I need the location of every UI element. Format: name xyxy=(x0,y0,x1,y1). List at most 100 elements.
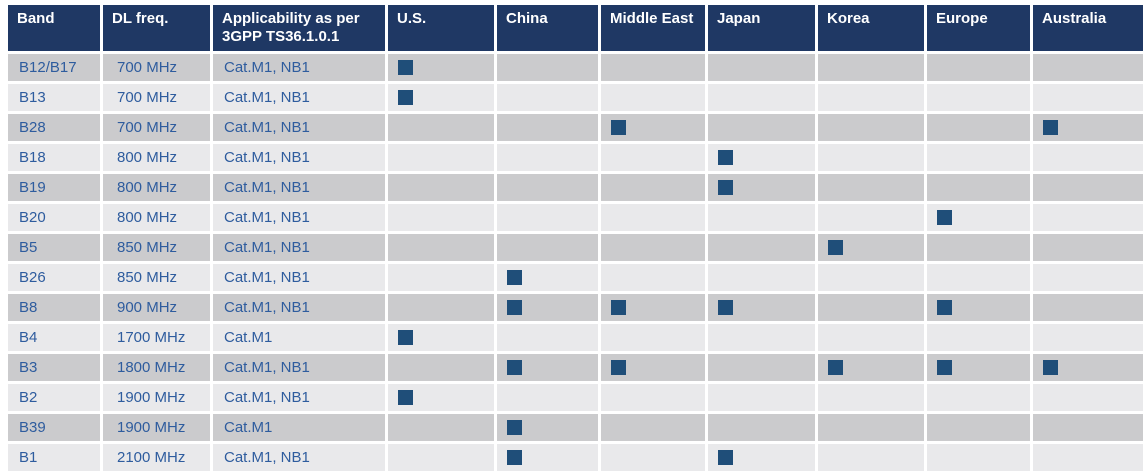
region-cell-australia xyxy=(1033,174,1143,201)
region-cell-middle-east xyxy=(601,54,705,81)
table-row: B12/B17 700 MHz Cat.M1, NB1 xyxy=(8,54,1143,81)
column-header-u-s: U.S. xyxy=(388,5,494,51)
region-cell-middle-east xyxy=(601,114,705,141)
band-cell: B4 xyxy=(8,324,100,351)
region-cell-china xyxy=(497,144,598,171)
region-cell-china xyxy=(497,384,598,411)
region-cell-korea xyxy=(818,204,924,231)
region-cell-u-s xyxy=(388,144,494,171)
region-cell-korea xyxy=(818,114,924,141)
applicability-cell: Cat.M1, NB1 xyxy=(213,204,385,231)
applicability-marker xyxy=(828,360,843,375)
band-cell: B13 xyxy=(8,84,100,111)
region-cell-japan xyxy=(708,144,815,171)
region-cell-middle-east xyxy=(601,204,705,231)
region-cell-u-s xyxy=(388,294,494,321)
dl-freq-cell: 2100 MHz xyxy=(103,444,210,471)
column-header-middle-east: Middle East xyxy=(601,5,705,51)
region-cell-europe xyxy=(927,444,1030,471)
region-cell-australia xyxy=(1033,114,1143,141)
region-cell-australia xyxy=(1033,354,1143,381)
region-cell-australia xyxy=(1033,444,1143,471)
region-cell-europe xyxy=(927,54,1030,81)
region-cell-china xyxy=(497,174,598,201)
band-cell: B1 xyxy=(8,444,100,471)
region-cell-china xyxy=(497,84,598,111)
dl-freq-cell: 700 MHz xyxy=(103,54,210,81)
region-cell-japan xyxy=(708,444,815,471)
band-cell: B20 xyxy=(8,204,100,231)
region-cell-japan xyxy=(708,204,815,231)
dl-freq-cell: 800 MHz xyxy=(103,144,210,171)
table-row: B1 2100 MHz Cat.M1, NB1 xyxy=(8,444,1143,471)
region-cell-korea xyxy=(818,294,924,321)
region-cell-u-s xyxy=(388,264,494,291)
applicability-cell: Cat.M1, NB1 xyxy=(213,174,385,201)
region-cell-japan xyxy=(708,84,815,111)
column-header-dl-freq: DL freq. xyxy=(103,5,210,51)
table-row: B20 800 MHz Cat.M1, NB1 xyxy=(8,204,1143,231)
region-cell-u-s xyxy=(388,354,494,381)
dl-freq-cell: 700 MHz xyxy=(103,114,210,141)
region-cell-australia xyxy=(1033,84,1143,111)
region-cell-europe xyxy=(927,84,1030,111)
region-cell-japan xyxy=(708,294,815,321)
region-cell-china xyxy=(497,54,598,81)
applicability-marker xyxy=(398,390,413,405)
region-cell-korea xyxy=(818,174,924,201)
region-cell-china xyxy=(497,294,598,321)
column-header-europe: Europe xyxy=(927,5,1030,51)
applicability-marker xyxy=(828,240,843,255)
region-cell-europe xyxy=(927,354,1030,381)
table-row: B8 900 MHz Cat.M1, NB1 xyxy=(8,294,1143,321)
dl-freq-cell: 850 MHz xyxy=(103,234,210,261)
region-cell-u-s xyxy=(388,234,494,261)
region-cell-middle-east xyxy=(601,234,705,261)
column-header-china: China xyxy=(497,5,598,51)
applicability-cell: Cat.M1, NB1 xyxy=(213,384,385,411)
dl-freq-cell: 900 MHz xyxy=(103,294,210,321)
region-cell-u-s xyxy=(388,324,494,351)
region-cell-china xyxy=(497,204,598,231)
region-cell-europe xyxy=(927,174,1030,201)
dl-freq-cell: 800 MHz xyxy=(103,174,210,201)
region-cell-europe xyxy=(927,294,1030,321)
table-row: B26 850 MHz Cat.M1, NB1 xyxy=(8,264,1143,291)
applicability-marker xyxy=(937,300,952,315)
column-header-australia: Australia xyxy=(1033,5,1143,51)
region-cell-korea xyxy=(818,54,924,81)
dl-freq-cell: 800 MHz xyxy=(103,204,210,231)
applicability-marker xyxy=(507,270,522,285)
region-cell-australia xyxy=(1033,414,1143,441)
applicability-marker xyxy=(1043,360,1058,375)
region-cell-australia xyxy=(1033,384,1143,411)
applicability-cell: Cat.M1, NB1 xyxy=(213,294,385,321)
applicability-marker xyxy=(398,330,413,345)
region-cell-middle-east xyxy=(601,264,705,291)
region-cell-europe xyxy=(927,264,1030,291)
region-cell-middle-east xyxy=(601,174,705,201)
region-cell-korea xyxy=(818,384,924,411)
dl-freq-cell: 1700 MHz xyxy=(103,324,210,351)
region-cell-europe xyxy=(927,144,1030,171)
region-cell-japan xyxy=(708,234,815,261)
region-cell-korea xyxy=(818,444,924,471)
band-cell: B28 xyxy=(8,114,100,141)
region-cell-japan xyxy=(708,174,815,201)
region-cell-australia xyxy=(1033,234,1143,261)
applicability-marker xyxy=(507,300,522,315)
applicability-marker xyxy=(507,420,522,435)
applicability-marker xyxy=(398,90,413,105)
table-row: B5 850 MHz Cat.M1, NB1 xyxy=(8,234,1143,261)
region-cell-china xyxy=(497,444,598,471)
table-header-row: Band DL freq. Applicability as per 3GPP TS… xyxy=(8,5,1143,51)
region-cell-europe xyxy=(927,114,1030,141)
region-cell-china xyxy=(497,414,598,441)
column-header-korea: Korea xyxy=(818,5,924,51)
region-cell-u-s xyxy=(388,114,494,141)
region-cell-japan xyxy=(708,414,815,441)
applicability-cell: Cat.M1, NB1 xyxy=(213,54,385,81)
region-cell-china xyxy=(497,234,598,261)
region-cell-middle-east xyxy=(601,324,705,351)
